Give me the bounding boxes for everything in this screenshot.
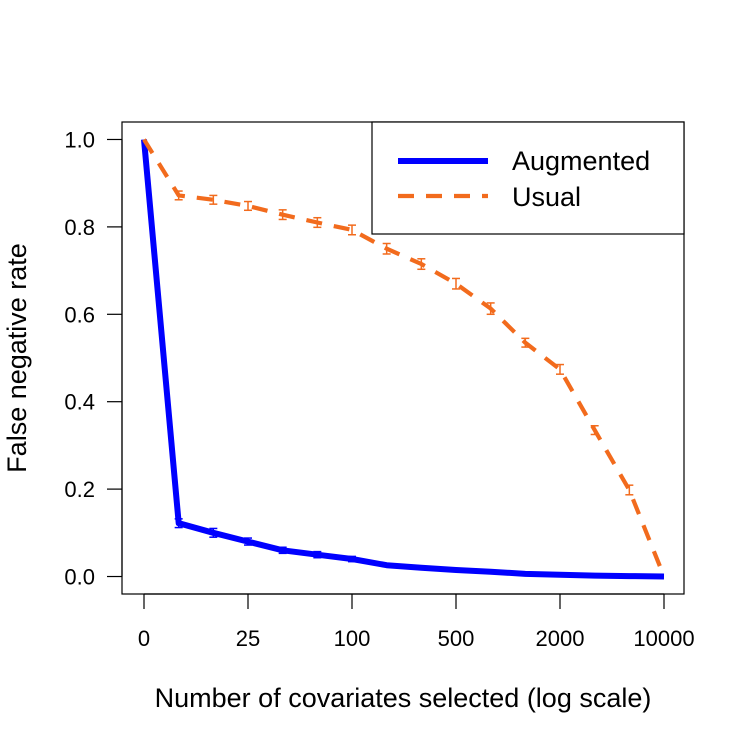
error-bar-usual: [209, 194, 218, 205]
y-tick-label: 0.6: [64, 302, 95, 327]
error-bar-usual: [521, 337, 530, 348]
error-bar-usual: [313, 216, 322, 229]
error-bar-usual: [174, 190, 183, 201]
legend-label-augmented: Augmented: [512, 146, 650, 176]
y-tick-label: 1.0: [64, 127, 95, 152]
error-bar-usual: [382, 242, 391, 255]
x-tick-label: 2000: [536, 626, 585, 651]
series-layer: [141, 138, 666, 580]
x-tick-label: 25: [236, 626, 260, 651]
error-bar-augmented: [244, 537, 252, 546]
x-tick-label: 500: [438, 626, 475, 651]
error-bar-usual: [417, 258, 426, 271]
error-bar-augmented: [313, 550, 322, 559]
error-bar-usual: [625, 484, 634, 496]
error-bar-usual: [486, 302, 495, 316]
legend-label-usual: Usual: [512, 182, 581, 212]
error-bar-usual: [348, 224, 356, 236]
y-axis: 0.0 0.2 0.4 0.6 0.8 1.0: [64, 127, 123, 590]
y-tick-label: 0.8: [64, 215, 95, 240]
x-tick-label: 100: [334, 626, 371, 651]
error-bar-usual: [244, 200, 252, 212]
y-tick-label: 0.4: [64, 390, 95, 415]
series-line-usual: [142, 138, 666, 578]
y-tick-label: 0.0: [64, 565, 95, 590]
error-bar-augmented: [174, 518, 183, 529]
legend-box: [371, 121, 685, 235]
series-line-augmented: [141, 139, 665, 580]
x-axis-label: Number of covariates selected (log scale…: [155, 683, 652, 713]
error-bar-usual: [556, 363, 564, 375]
y-axis-label: False negative rate: [2, 243, 32, 473]
error-bar-augmented: [209, 527, 218, 538]
error-bar-usual: [278, 209, 287, 221]
x-axis: 0 25 100 500 2000 10000: [138, 593, 695, 651]
error-bar-augmented: [278, 546, 287, 555]
x-tick-label: 10000: [633, 626, 694, 651]
error-bar-augmented: [348, 555, 356, 563]
error-bar-usual: [590, 424, 599, 436]
error-bar-usual: [452, 277, 460, 290]
x-tick-label: 0: [138, 626, 150, 651]
y-tick-label: 0.2: [64, 477, 95, 502]
legend: Augmented Usual: [371, 121, 685, 235]
